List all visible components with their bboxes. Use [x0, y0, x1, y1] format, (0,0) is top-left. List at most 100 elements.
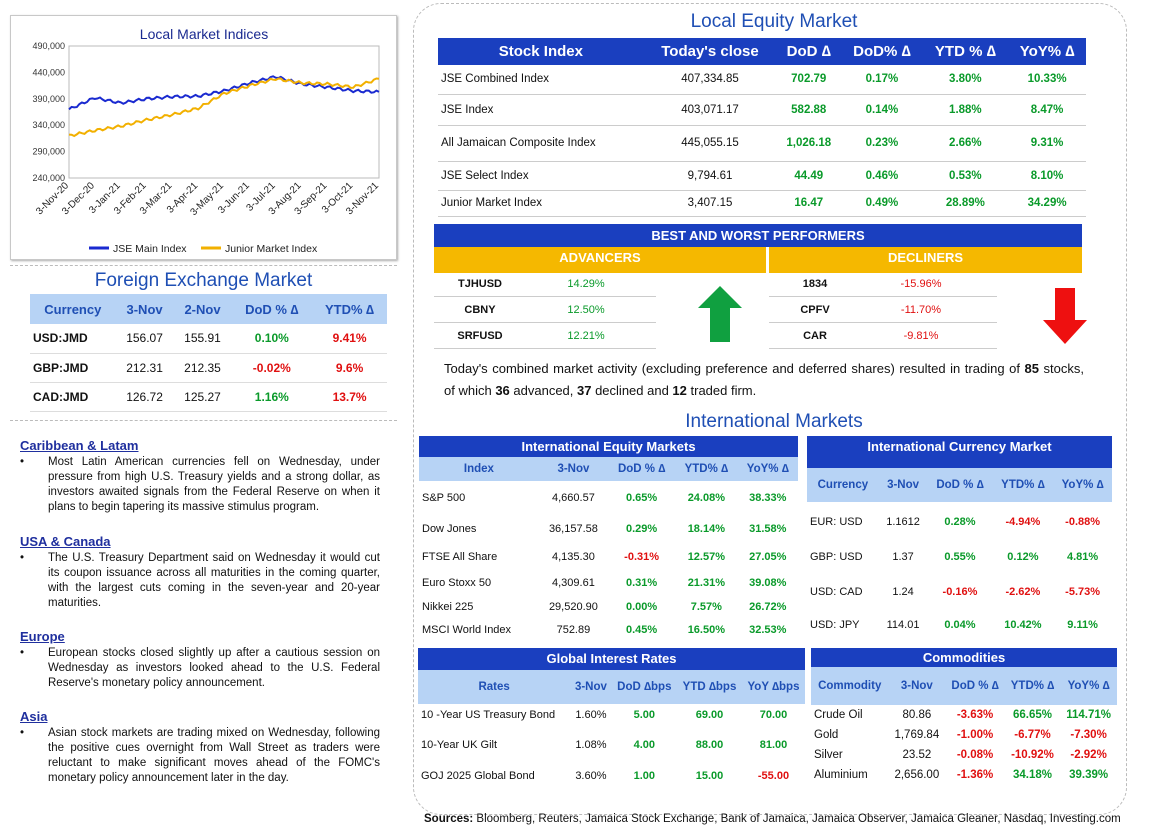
intl-equity-cell: 0.65% [626, 491, 658, 504]
equity-header: Stock Index [438, 38, 644, 65]
performer-ticker: SRFUSD [457, 330, 503, 342]
chart-title: Local Market Indices [140, 26, 268, 42]
local-market-chart: Local Market Indices 490,000 440,000 390,00… [10, 15, 397, 260]
performer-ticker: CPFV [800, 304, 830, 316]
news-caribbean: Caribbean & Latam • Most Latin American c… [20, 438, 380, 515]
commodities-header: YTD% ∆ [1004, 667, 1061, 705]
rates-cell: 88.00 [695, 739, 724, 751]
table-row: CAD:JMD 126.72 125.27 1.16% 13.7% [30, 382, 387, 412]
equity-title: Local Equity Market [690, 11, 858, 32]
fx-cell: 1.16% [231, 382, 313, 412]
rates-cell: 4.00 [633, 739, 656, 751]
table-row: Aluminium 2,656.00 -1.36% 34.18% 39.39% [811, 765, 1117, 785]
commodities-cell: Aluminium [814, 769, 868, 781]
rates-cell: 1.60% [575, 709, 607, 721]
commodities-title: Commodities [811, 648, 1117, 667]
intl-equity-cell: Euro Stoxx 50 [422, 576, 492, 589]
fx-cell: 125.27 [173, 382, 232, 412]
table-row: 10-Year UK Gilt 1.08% 4.00 88.00 81.00 [418, 726, 805, 764]
commodities-cell: -1.36% [956, 769, 994, 781]
series-line-0 [68, 75, 380, 111]
table-row: USD: CAD 1.24 -0.16% -2.62% -5.73% [807, 572, 1112, 612]
intl-equity-cell: MSCI World Index [422, 624, 512, 636]
rates-cell: 69.00 [695, 709, 724, 721]
rates-header: DoD ∆bps [611, 670, 678, 704]
up-arrow-icon [698, 286, 742, 342]
rates-cell: 10 -Year US Treasury Bond [421, 709, 556, 721]
equity-cell: 0.17% [841, 65, 923, 95]
intl-equity-cell: 32.53% [749, 624, 787, 636]
summary-firm: 12 [672, 383, 687, 398]
performer-row: CAR -9.81% [769, 323, 997, 349]
intl-currency-title: International Currency Market [807, 436, 1112, 468]
commodities-cell: 2,656.00 [894, 769, 940, 781]
commodities-block: Commodities Commodity 3-Nov DoD % ∆ YTD% ∆ Y… [811, 648, 1117, 785]
advancers-list: TJHUSD 14.29% CBNY 12.50% SRFUSD 12.21% [434, 271, 656, 349]
equity-cell: 9.31% [1008, 125, 1086, 162]
equity-cell: 0.49% [841, 190, 923, 217]
equity-cell: 702.79 [776, 65, 842, 95]
commodities-cell: -7.30% [1070, 729, 1107, 741]
news-usa: USA & Canada • The U.S. Treasury Departme… [20, 534, 380, 611]
rates-header: YoY ∆bps [741, 670, 805, 704]
commodities-cell: 34.18% [1013, 769, 1053, 781]
fx-cell: 212.31 [115, 353, 174, 383]
summary-total: 85 [1024, 361, 1039, 376]
fx-cell: USD:JMD [30, 324, 116, 354]
fx-cell: -0.02% [231, 353, 313, 383]
intl-equity-block: International Equity Markets Index 3-Nov D… [419, 436, 798, 641]
y-tick-label: 290,000 [32, 147, 65, 157]
news-heading: Europe [20, 629, 65, 644]
commodities-header: Commodity [811, 667, 889, 705]
rates-cell: 1.08% [575, 739, 607, 751]
commodities-cell: -0.08% [956, 749, 994, 761]
intl-currency-cell: 0.12% [1007, 551, 1039, 563]
equity-cell: 0.46% [841, 161, 923, 191]
local-equity-table: Stock Index Today's close DoD ∆ DoD% ∆ YTD %… [438, 38, 1086, 217]
sources-line: Sources: Bloomberg, Reuters, Jamaica Sto… [424, 813, 1121, 825]
performer-change: -9.81% [903, 330, 939, 342]
equity-cell: 44.49 [776, 161, 842, 191]
intl-equity-cell: 4,309.61 [552, 576, 595, 589]
intl-equity-cell: -0.31% [624, 550, 660, 563]
rates-cell: 15.00 [695, 770, 724, 782]
equity-header: DoD% ∆ [841, 38, 923, 65]
table-row: All Jamaican Composite Index 445,055.15 1,… [438, 125, 1086, 162]
performer-row: CPFV -11.70% [769, 297, 997, 323]
table-row: USD:JMD 156.07 155.91 0.10% 9.41% [30, 324, 387, 354]
equity-header: DoD ∆ [776, 38, 842, 65]
intl-equity-title: International Equity Markets [419, 436, 798, 457]
intl-equity-cell: 752.89 [556, 624, 591, 636]
rates-header: Rates [418, 670, 571, 704]
intl-equity-cell: 0.29% [626, 522, 658, 535]
equity-cell: 10.33% [1008, 65, 1086, 95]
fx-cell: 155.91 [173, 324, 232, 354]
table-row: JSE Select Index 9,794.61 44.49 0.46% 0.53% 8… [438, 161, 1086, 191]
table-row: Nikkei 225 29,520.90 0.00% 7.57% 26.72% [419, 595, 798, 619]
intl-equity-header: YoY% ∆ [737, 457, 798, 481]
summary-text: advanced, [509, 383, 577, 398]
equity-header: YTD % ∆ [922, 38, 1009, 65]
fx-cell: 9.41% [312, 324, 387, 354]
intl-equity-header: DoD % ∆ [608, 457, 676, 481]
equity-cell: 3.80% [922, 65, 1009, 95]
fx-cell: 0.10% [231, 324, 313, 354]
performer-ticker: 1834 [802, 278, 828, 290]
equity-cell: 8.10% [1008, 161, 1086, 191]
intl-equity-cell: 0.45% [626, 624, 658, 636]
legend-label: JSE Main Index [113, 243, 187, 255]
plot-area [68, 45, 380, 179]
intl-currency-cell: -4.94% [1005, 516, 1041, 528]
intl-equity-header: 3-Nov [538, 457, 609, 481]
equity-cell: 16.47 [776, 190, 842, 217]
fx-header: DoD % ∆ [231, 294, 313, 324]
equity-cell: 445,055.15 [643, 125, 777, 162]
fx-cell: 212.35 [173, 353, 232, 383]
news-heading: Asia [20, 709, 48, 724]
intl-equity-cell: Nikkei 225 [422, 601, 474, 613]
y-tick-label: 440,000 [32, 67, 65, 77]
intl-equity-cell: 24.08% [687, 491, 725, 504]
intl-equity-cell: FTSE All Share [422, 550, 498, 563]
intl-currency-header: Currency [807, 468, 879, 502]
intl-equity-cell: 29,520.90 [548, 601, 598, 613]
